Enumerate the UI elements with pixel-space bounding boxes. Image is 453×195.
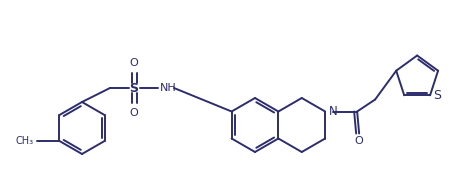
Text: S: S — [130, 82, 139, 95]
Text: N: N — [329, 105, 338, 118]
Text: O: O — [130, 108, 138, 118]
Text: CH₃: CH₃ — [15, 136, 34, 146]
Text: O: O — [130, 58, 138, 68]
Text: S: S — [433, 89, 441, 102]
Text: O: O — [355, 136, 363, 145]
Text: NH: NH — [159, 83, 176, 93]
